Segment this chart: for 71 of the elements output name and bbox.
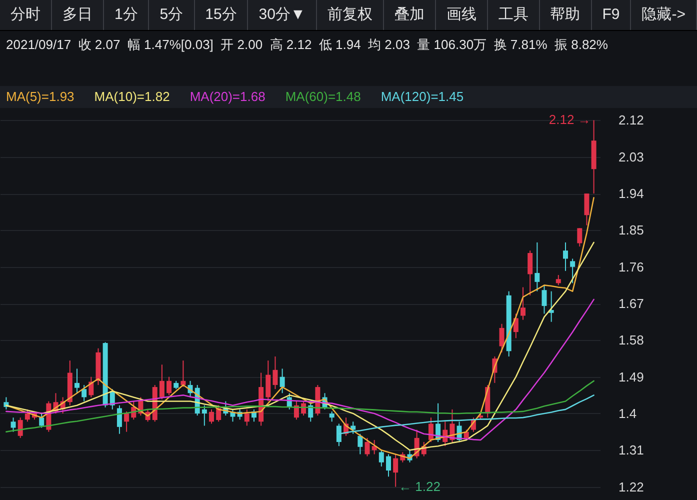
text: 工具 [488,0,540,30]
candlestick [584,193,590,226]
candlestick [528,250,533,296]
y-tick-label: 1.94 [618,186,644,202]
line-series [6,298,594,441]
y-tick-label: 1.4 [618,406,637,421]
candlestick [358,433,363,455]
text: 5分 [149,0,195,30]
candlestick [216,404,222,422]
candlestick [82,384,87,402]
y-tick-label: 1.31 [618,442,644,458]
candlestick [520,286,526,320]
text: 15分 [194,0,248,30]
text: 30分▼ [248,0,317,30]
candlestick [378,450,384,467]
candlestick [159,364,164,400]
candlestick [577,228,582,247]
annotation: 2.12 → [548,112,591,128]
candlestick [266,360,271,402]
candlestick [548,290,554,322]
candlestick [393,454,398,488]
chart-subtitle: 2021/09/17 收 2.07 幅 1.47%[0.03] 开 2.00 高 2.12 低 1.94 均 2.03 量 106.30万 换 7.81% 振 8.82% [5,36,609,54]
candlestick [272,356,278,390]
text: F9 [592,0,632,30]
candlestick [336,423,342,447]
candlestick [74,368,80,394]
candlestick [202,404,207,426]
candlestick [280,368,285,394]
text: MA(120)=1.45 [380,88,464,106]
candlestick [570,258,576,284]
text: 分时 [0,0,52,30]
annotation: ← 1.22 [398,478,440,494]
candlestick [180,360,186,388]
text: MA(5)=1.93 [6,88,74,106]
text: 1分 [104,0,150,30]
y-tick-label: 1.67 [618,296,644,312]
text: 多日 [52,0,104,30]
candlestick [499,323,504,353]
candlestick [39,412,44,428]
candlestick [10,417,16,432]
candlestick [244,408,250,426]
text: 帮助 [540,0,592,30]
text: 隐藏-> [631,0,697,30]
candlestick [18,417,23,438]
candlestick [562,242,568,272]
candlestick [556,274,561,286]
y-tick-label: 1.85 [618,222,644,238]
text: 前复权 [316,0,384,30]
candlestick [209,408,214,424]
candlestick [166,376,172,396]
candlestick [386,454,391,478]
text: MA(10)=1.82 [94,88,170,106]
candlestick [116,404,122,434]
y-tick-label: 1.58 [618,332,644,348]
text: MA(20)=1.68 [190,88,266,106]
text: 叠加 [384,0,436,30]
text: 画线 [436,0,488,30]
candlestick [350,421,356,434]
text: MA(60)=1.48 [285,88,361,106]
y-tick-label: 2.12 [618,112,644,128]
candlestick [364,437,370,457]
y-tick-label: 1.76 [618,259,644,274]
y-tick-label: 2.03 [618,149,644,164]
candlestick [542,284,547,314]
candlestick [124,410,130,432]
y-tick-label: 1.49 [618,369,644,384]
candlestick [534,242,540,292]
candlestick [329,410,334,422]
y-tick-label: 1.22 [618,479,644,494]
candlestick [513,313,518,339]
candlestick [428,417,434,443]
